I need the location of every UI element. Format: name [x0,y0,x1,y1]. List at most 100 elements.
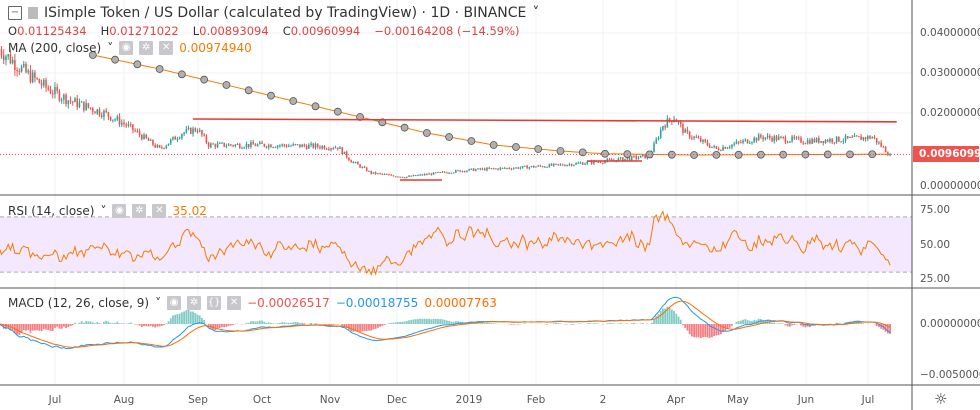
macd-histogram-bar [726,324,729,330]
eye-icon[interactable]: ◉ [167,296,182,310]
candle-body [777,136,780,141]
macd-histogram-bar [189,311,192,324]
candle-body [686,129,689,132]
ma-legend[interactable]: MA (200, close) ˅ ◉ ✲ ✕ 0.00974940 [8,41,252,55]
candle-body [521,166,524,168]
candle-body [250,142,252,147]
candle-body [267,144,270,148]
candle-body [149,139,152,141]
macd-histogram-bar [67,324,70,327]
collapse-icon[interactable]: − [8,6,22,20]
macd-histogram-bar [265,322,268,324]
ma-label[interactable]: MA (200, close) [8,41,102,55]
macd-label[interactable]: MACD (12, 26, close, 9) [8,296,150,310]
candle-body [446,172,448,174]
candle-body [633,156,635,158]
macd-histogram-bar [263,321,266,324]
macd-histogram-bar [650,322,653,324]
ma-marker [155,65,164,73]
rsi-legend[interactable]: RSI (14, close) ˅ ◉ ✲ ✕ 35.02 [8,204,207,218]
candle-body [80,101,83,103]
candle-body [118,116,121,125]
chevron-down-icon[interactable]: ˅ [107,41,114,55]
gear-icon[interactable]: ✲ [139,41,154,55]
candle-body [526,165,528,169]
candle-body [546,166,548,168]
ma-marker [378,118,387,127]
candle-body [833,142,836,144]
close-icon[interactable]: ✕ [159,41,174,55]
candle-body [504,167,506,169]
candle-body [746,139,749,144]
candle-body [336,147,339,150]
chevron-down-icon[interactable]: ˅ [100,204,107,218]
candle-body [419,174,421,176]
close-icon[interactable]: ✕ [227,296,242,310]
candle-body [488,167,491,169]
eye-icon[interactable]: ◉ [119,41,134,55]
macd-histogram-bar [768,321,771,324]
low-value: 0.00893094 [199,24,269,38]
candle-body [519,167,522,169]
candle-body [878,142,880,144]
eye-icon[interactable]: ◉ [112,204,127,218]
source-code-icon[interactable]: {} [207,296,222,310]
candle-body [668,118,671,121]
macd-histogram-bar [167,321,170,324]
macd-histogram-bar [169,318,172,324]
candle-body [884,146,887,153]
candle-body [653,143,655,153]
candle-body [662,126,664,130]
candle-body [47,87,50,90]
candle-body [221,142,223,144]
candle-body [136,130,139,132]
candle-body [791,136,793,142]
gear-icon[interactable]: ✲ [132,204,147,218]
candle-body [203,134,205,136]
candle-body [38,78,41,84]
ma-value: 0.00974940 [179,41,252,55]
candle-body [455,170,457,173]
candle-body [566,164,568,166]
macd-histogram-bar [708,324,711,338]
symbol-title[interactable]: ISimple Token / US Dollar (calculated by… [44,5,527,21]
macd-histogram-bar [40,324,43,332]
rsi-label[interactable]: RSI (14, close) [8,204,95,218]
candle-body [40,83,43,86]
candle-body [223,142,226,147]
candle-body [332,148,335,150]
macd-legend[interactable]: MACD (12, 26, close, 9) ˅ ◉ ✲ {} ✕ −0.000265… [8,296,497,310]
candle-body [207,142,210,148]
candle-body [98,109,101,116]
candle-body [169,139,172,144]
candle-body [328,148,330,150]
candle-body [238,144,241,148]
macd-histogram-bar [172,315,174,324]
candle-body [357,162,359,165]
candle-body [548,164,551,168]
macd-histogram-bar [428,318,430,324]
settings-gear-icon[interactable]: ☼ [934,390,948,408]
candle-body [624,158,626,161]
macd-histogram-bar [116,321,119,324]
candle-body [539,165,542,167]
chevron-down-icon[interactable]: ˅ [155,296,162,310]
macd-histogram-bar [156,324,159,327]
candle-body [76,98,79,108]
candle-body [9,54,12,64]
candle-body [114,119,116,121]
macd-histogram-bar [619,322,622,324]
chevron-down-icon[interactable]: ˅ [532,5,540,21]
candle-body [174,136,177,140]
ma-marker [534,145,543,153]
macd-histogram-bar [332,324,335,326]
gear-icon[interactable]: ✲ [187,296,202,310]
close-icon[interactable]: ✕ [152,204,167,218]
symbol-legend[interactable]: − ISimple Token / US Dollar (calculated … [8,5,539,21]
macd-histogram-bar [85,321,88,324]
candle-body [869,136,871,139]
macd-histogram-bar [71,324,74,326]
macd-histogram-bar [388,323,390,324]
candle-body [299,144,301,148]
